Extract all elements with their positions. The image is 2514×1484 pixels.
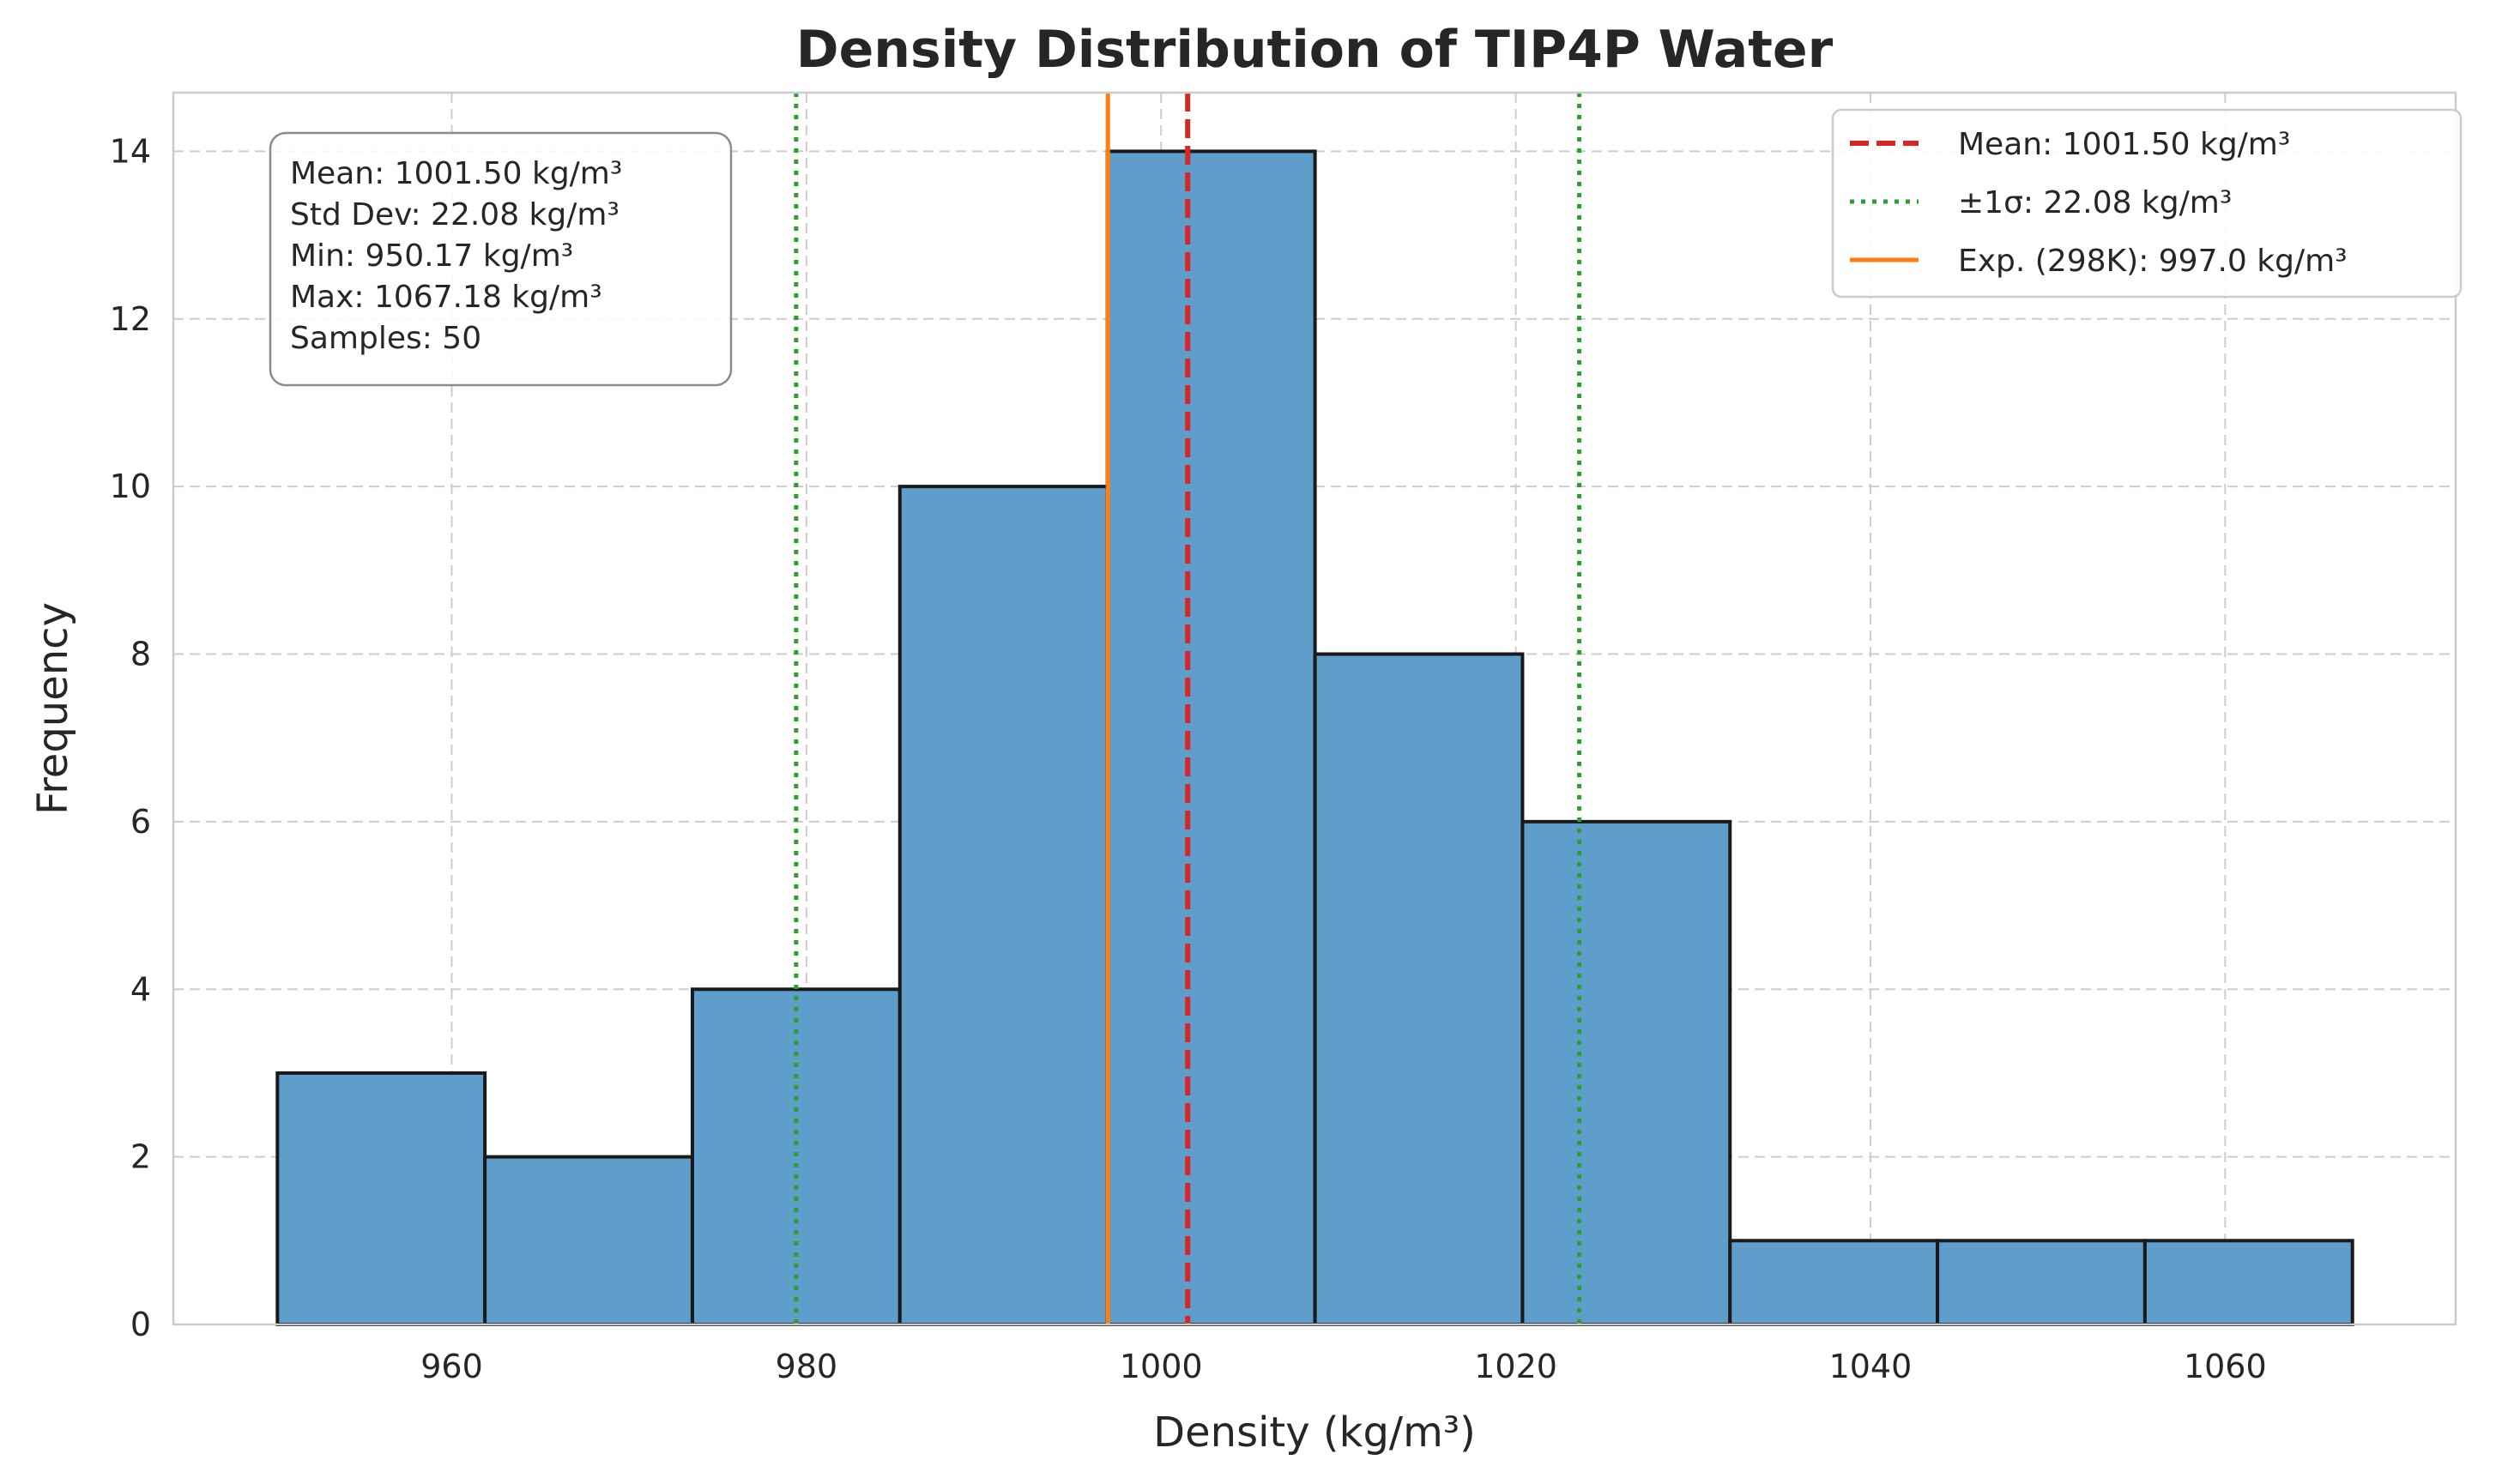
histogram-bars bbox=[275, 149, 2354, 1326]
legend-frame bbox=[1831, 108, 2463, 299]
histogram-bar bbox=[275, 1071, 487, 1326]
y-tick-label: 10 bbox=[110, 468, 151, 505]
y-tick-label: 14 bbox=[110, 132, 151, 170]
legend-entry-mean: Mean: 1001.50 kg/m³ bbox=[1958, 127, 2290, 162]
histogram-bar bbox=[1936, 1239, 2147, 1326]
x-tick-label: 1020 bbox=[1474, 1348, 1557, 1385]
stats-mean: Mean: 1001.50 kg/m³ bbox=[290, 156, 622, 191]
y-axis-label: Frequency bbox=[29, 602, 77, 815]
stats-box-frame bbox=[269, 131, 733, 387]
x-tick-label: 960 bbox=[420, 1348, 483, 1385]
y-tick-label: 2 bbox=[130, 1138, 151, 1176]
stats-std-dev: Std Dev: 22.08 kg/m³ bbox=[290, 197, 619, 232]
stats-samples: Samples: 50 bbox=[290, 321, 481, 356]
y-tick-label: 8 bbox=[130, 636, 151, 673]
histogram-bar bbox=[1313, 652, 1525, 1326]
stats-box: Mean: 1001.50 kg/m³ Std Dev: 22.08 kg/m³… bbox=[269, 131, 733, 387]
histogram-bar bbox=[2142, 1239, 2354, 1326]
y-tick-label: 6 bbox=[130, 803, 151, 841]
histogram-bar bbox=[1105, 149, 1317, 1326]
legend: Mean: 1001.50 kg/m³ ±1σ: 22.08 kg/m³ Exp… bbox=[1831, 108, 2463, 299]
x-axis-label: Density (kg/m³) bbox=[1153, 1409, 1476, 1457]
x-tick-label: 1060 bbox=[2184, 1348, 2267, 1385]
y-tick-labels: 0 2 4 6 8 10 12 14 bbox=[110, 132, 151, 1343]
x-tick-label: 980 bbox=[776, 1348, 838, 1385]
stats-min: Min: 950.17 kg/m³ bbox=[290, 238, 573, 274]
x-tick-label: 1040 bbox=[1829, 1348, 1913, 1385]
legend-entry-sigma: ±1σ: 22.08 kg/m³ bbox=[1958, 185, 2232, 220]
y-tick-label: 0 bbox=[130, 1306, 151, 1343]
plot-frame bbox=[172, 91, 2457, 1326]
y-tick-label: 12 bbox=[110, 300, 151, 338]
x-tick-label: 1000 bbox=[1120, 1348, 1203, 1385]
legend-entry-experimental: Exp. (298K): 997.0 kg/m³ bbox=[1958, 244, 2348, 279]
histogram-bar bbox=[483, 1155, 694, 1326]
reference-lines bbox=[794, 93, 1582, 1324]
histogram-bar bbox=[1520, 819, 1732, 1326]
x-tick-labels: 960 980 1000 1020 1040 1060 bbox=[420, 1348, 2266, 1385]
histogram-bar bbox=[690, 987, 902, 1326]
histogram-bar bbox=[1728, 1239, 1940, 1326]
stats-max: Max: 1067.18 kg/m³ bbox=[290, 280, 602, 315]
chart-title: Density Distribution of TIP4P Water bbox=[796, 20, 1834, 80]
y-tick-label: 4 bbox=[130, 970, 151, 1008]
histogram-bar bbox=[897, 485, 1109, 1326]
